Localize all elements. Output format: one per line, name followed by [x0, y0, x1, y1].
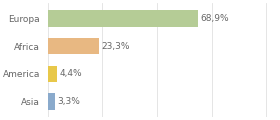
- Bar: [48, 38, 99, 54]
- Text: 68,9%: 68,9%: [200, 14, 229, 23]
- Bar: [48, 66, 57, 82]
- Text: 4,4%: 4,4%: [60, 69, 82, 78]
- Bar: [48, 93, 55, 110]
- Bar: [48, 10, 198, 27]
- Text: 23,3%: 23,3%: [101, 42, 129, 51]
- Text: 3,3%: 3,3%: [57, 97, 80, 106]
